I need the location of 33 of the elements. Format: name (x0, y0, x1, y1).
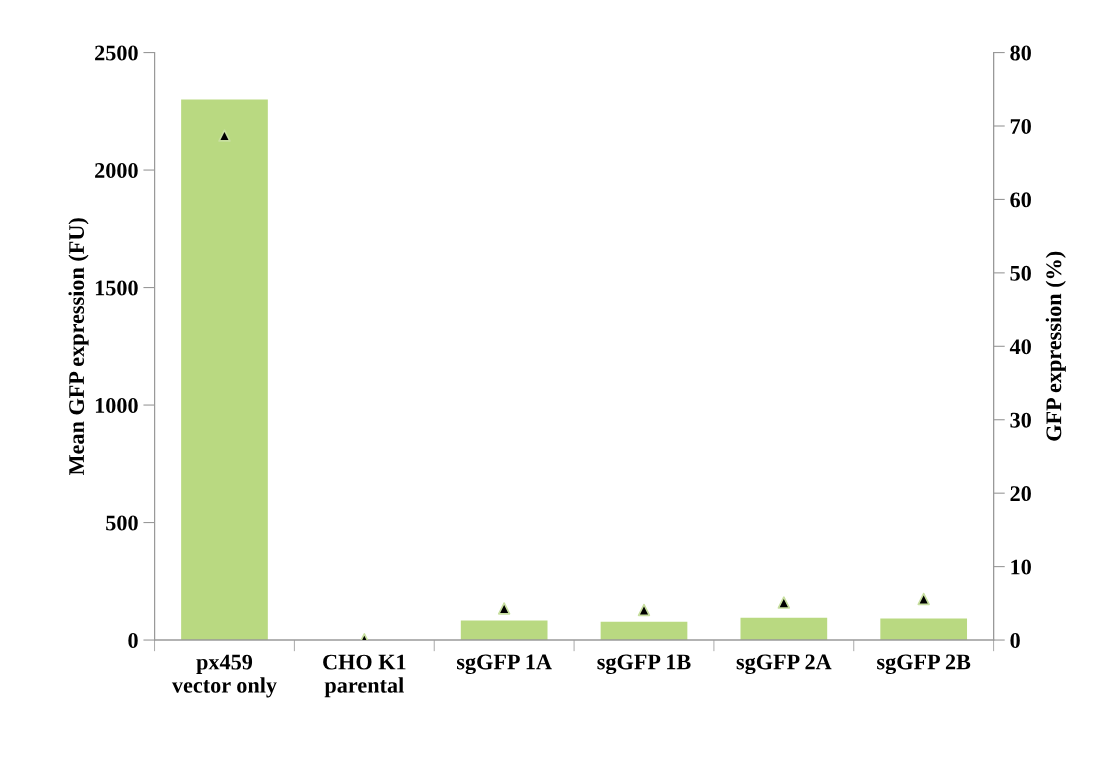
bar (460, 620, 548, 641)
x-tick-label: sgGFP 1A (456, 654, 552, 675)
bar (181, 99, 268, 641)
y2-tick-label: 50 (1010, 265, 1031, 281)
x-tick-label: sgGFP 2A (736, 654, 832, 675)
y2-tick-label: 80 (1010, 45, 1031, 61)
bar (740, 617, 828, 641)
y2-tick-label: 20 (1010, 486, 1031, 502)
x-tick-label: sgGFP 1B (597, 654, 691, 675)
y-tick-label: 2000 (95, 162, 138, 178)
point (497, 602, 511, 615)
point (218, 129, 231, 142)
y-tick-label: 0 (128, 632, 138, 648)
x-tick-label: px459 vector only (171, 654, 277, 698)
point (637, 603, 651, 617)
x-tick-label: CHO K1 parental (323, 654, 406, 698)
y-axis-title: Mean GFP expression (FU) (68, 218, 89, 476)
y2-tick-label: 70 (1010, 118, 1031, 134)
point (777, 596, 791, 609)
x-tick-label: sgGFP 2B (877, 654, 971, 675)
y2-axis-title: GFP expression (%) (1045, 251, 1066, 441)
y-tick-label: 1500 (95, 280, 138, 296)
bar (880, 618, 968, 641)
y2-tick-label: 10 (1011, 559, 1031, 575)
point (917, 592, 930, 606)
y-tick-label: 500 (106, 515, 138, 531)
y-tick-label: 2500 (95, 45, 138, 61)
bar (600, 621, 688, 641)
y2-tick-label: 30 (1010, 412, 1031, 428)
y2-tick-label: 60 (1010, 192, 1031, 208)
y2-tick-label: 40 (1009, 339, 1031, 355)
y-tick-label: 1000 (95, 397, 138, 413)
y2-tick-label: 0 (1010, 632, 1020, 648)
